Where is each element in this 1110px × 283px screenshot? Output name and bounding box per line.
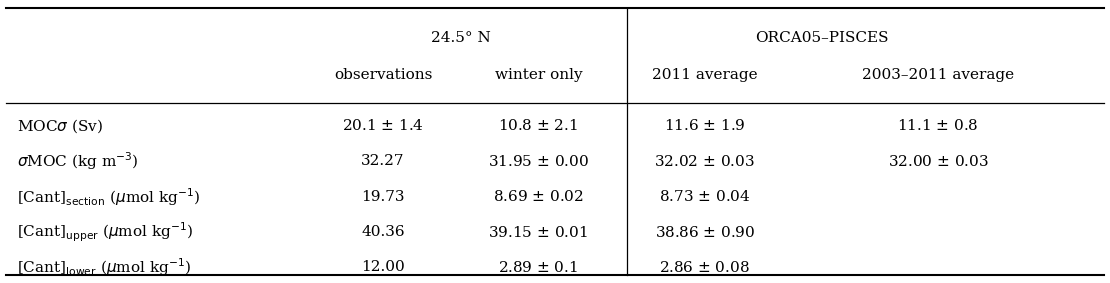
Text: 2.89 $\pm$ 0.1: 2.89 $\pm$ 0.1 [498, 260, 578, 275]
Text: 10.8 $\pm$ 2.1: 10.8 $\pm$ 2.1 [498, 118, 578, 134]
Text: 2003–2011 average: 2003–2011 average [861, 68, 1015, 82]
Text: 11.1 $\pm$ 0.8: 11.1 $\pm$ 0.8 [897, 118, 979, 134]
Text: 11.6 $\pm$ 1.9: 11.6 $\pm$ 1.9 [664, 118, 746, 134]
Text: 32.27: 32.27 [361, 154, 405, 168]
Text: 39.15 $\pm$ 0.01: 39.15 $\pm$ 0.01 [488, 224, 588, 240]
Text: 31.95 $\pm$ 0.00: 31.95 $\pm$ 0.00 [487, 154, 589, 169]
Text: 32.02 $\pm$ 0.03: 32.02 $\pm$ 0.03 [655, 154, 755, 169]
Text: [Cant]$_{\mathrm{section}}$ ($\mu$mol kg$^{-1}$): [Cant]$_{\mathrm{section}}$ ($\mu$mol kg… [17, 186, 200, 207]
Text: 2011 average: 2011 average [652, 68, 758, 82]
Text: 12.00: 12.00 [361, 260, 405, 275]
Text: 20.1 $\pm$ 1.4: 20.1 $\pm$ 1.4 [342, 118, 424, 134]
Text: [Cant]$_{\mathrm{upper}}$ ($\mu$mol kg$^{-1}$): [Cant]$_{\mathrm{upper}}$ ($\mu$mol kg$^… [17, 220, 193, 244]
Text: 40.36: 40.36 [361, 225, 405, 239]
Text: [Cant]$_{\mathrm{lower}}$ ($\mu$mol kg$^{-1}$): [Cant]$_{\mathrm{lower}}$ ($\mu$mol kg$^… [17, 257, 191, 278]
Text: ORCA05–PISCES: ORCA05–PISCES [755, 31, 888, 45]
Text: 19.73: 19.73 [361, 190, 405, 204]
Text: observations: observations [334, 68, 432, 82]
Text: 38.86 $\pm$ 0.90: 38.86 $\pm$ 0.90 [655, 224, 755, 240]
Text: $\sigma$MOC (kg m$^{-3}$): $\sigma$MOC (kg m$^{-3}$) [17, 151, 139, 172]
Text: 2.86 $\pm$ 0.08: 2.86 $\pm$ 0.08 [659, 260, 750, 275]
Text: winter only: winter only [495, 68, 582, 82]
Text: MOC$\sigma$ (Sv): MOC$\sigma$ (Sv) [17, 117, 103, 135]
Text: 32.00 $\pm$ 0.03: 32.00 $\pm$ 0.03 [888, 154, 988, 169]
Text: 8.73 $\pm$ 0.04: 8.73 $\pm$ 0.04 [659, 189, 750, 204]
Text: 24.5° N: 24.5° N [431, 31, 491, 45]
Text: 8.69 $\pm$ 0.02: 8.69 $\pm$ 0.02 [493, 189, 584, 204]
